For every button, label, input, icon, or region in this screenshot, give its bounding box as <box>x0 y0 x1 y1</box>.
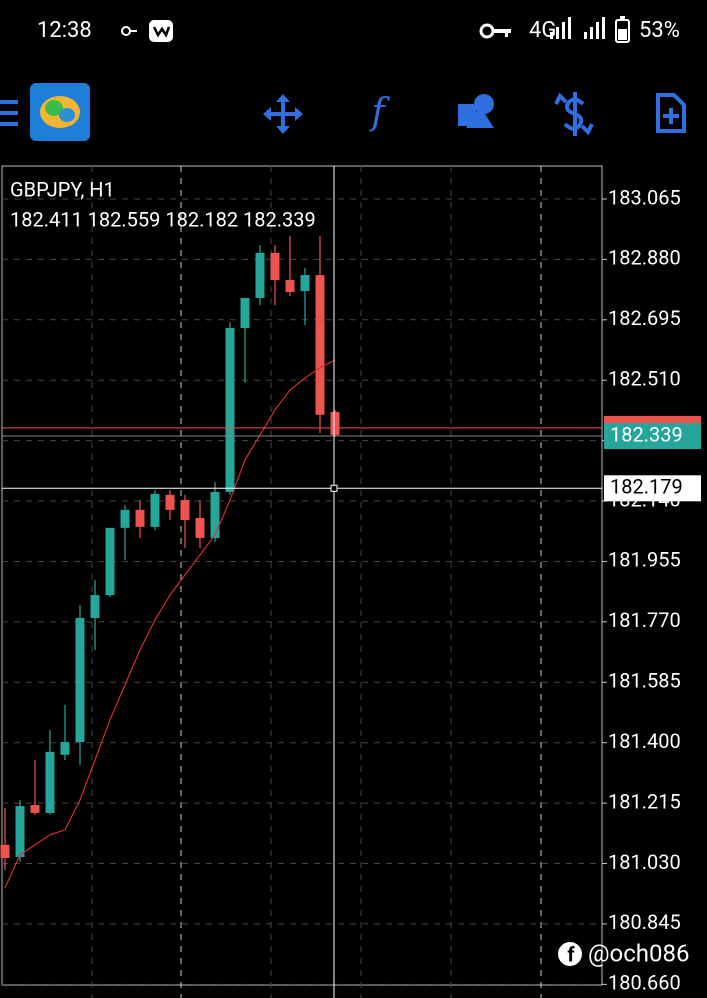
chart-title: GBPJPY, H1 <box>10 177 115 201</box>
y-tick-label: 181.215 <box>608 789 681 813</box>
candle-body <box>15 806 25 857</box>
trade-tool[interactable] <box>554 92 594 136</box>
y-tick-label: 181.955 <box>608 548 681 572</box>
y-tick-label: 180.660 <box>608 971 681 995</box>
bid-tag <box>604 423 701 450</box>
crosshair-tag <box>604 475 701 502</box>
candle-body <box>240 297 250 328</box>
bid-label: 182.339 <box>610 422 683 446</box>
moving-average <box>4 359 336 889</box>
candle-body <box>210 491 220 538</box>
status-icons <box>121 16 630 43</box>
y-tick-label: 181.400 <box>608 729 681 753</box>
candle-body <box>0 844 10 858</box>
candle-body <box>75 617 85 743</box>
crosshair-center <box>330 484 338 492</box>
chart-frame <box>1 165 603 986</box>
candle-body <box>105 527 115 596</box>
candle-body <box>315 275 325 415</box>
candle-body <box>270 252 280 280</box>
menu-button[interactable] <box>0 100 18 126</box>
candle-body <box>135 509 145 527</box>
candle-body <box>45 751 55 813</box>
candle-body <box>150 493 160 527</box>
status-network: 4G <box>529 18 556 43</box>
candle-body <box>285 279 295 293</box>
candle-body <box>330 411 340 436</box>
y-tick-label: 181.585 <box>608 669 681 693</box>
y-tick-label: 181.770 <box>608 608 681 632</box>
new-chart-tool[interactable] <box>656 93 686 133</box>
watermark: @och086 <box>588 939 689 967</box>
status-battery: 53% <box>639 18 680 43</box>
candle-body <box>180 500 190 520</box>
y-tick-label: 182.695 <box>608 306 681 330</box>
candle-body <box>195 518 205 538</box>
status-time: 12:38 <box>37 18 92 43</box>
candle-body <box>120 509 130 528</box>
candle-body <box>225 327 235 492</box>
candle-body <box>30 805 40 813</box>
crosshair-tool[interactable] <box>263 94 303 134</box>
candle-body <box>60 742 70 755</box>
y-tick-label: 183.065 <box>608 185 681 209</box>
y-tick-label: 182.510 <box>608 367 681 391</box>
candle-body <box>165 494 175 510</box>
app-logo[interactable] <box>30 83 90 141</box>
objects-tool[interactable] <box>458 94 494 128</box>
candle-body <box>300 275 310 292</box>
y-tick-label: 180.845 <box>608 910 681 934</box>
indicators-tool[interactable]: f <box>368 92 390 133</box>
facebook-icon: f <box>558 942 582 966</box>
svg-text:f: f <box>567 942 575 966</box>
candle-body <box>90 595 100 618</box>
candle-body <box>255 252 265 298</box>
y-tick-label: 182.880 <box>608 246 681 270</box>
y-tick-label: 181.030 <box>608 850 681 874</box>
crosshair-label: 182.179 <box>610 475 683 499</box>
ohlc-readout: 182.411 182.559 182.182 182.339 <box>10 207 316 231</box>
